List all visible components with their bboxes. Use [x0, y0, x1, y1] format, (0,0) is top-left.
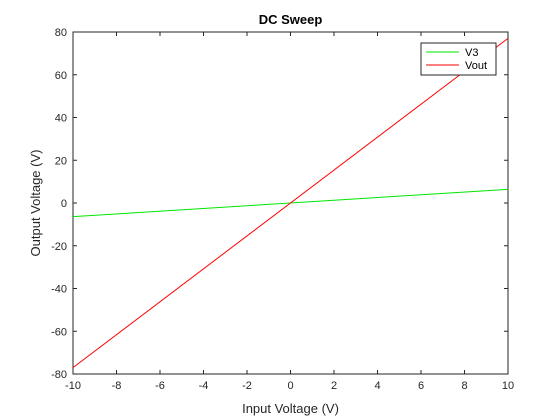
- x-tick-label: 10: [502, 380, 514, 392]
- y-tick-label: 60: [55, 70, 67, 82]
- y-tick-label: -80: [51, 369, 67, 381]
- x-axis-label: Input Voltage (V): [242, 401, 339, 416]
- y-tick-label: 40: [55, 113, 67, 125]
- y-tick-label: 0: [61, 198, 67, 210]
- x-tick-label: -8: [112, 380, 122, 392]
- legend-label-vout: Vout: [465, 60, 487, 72]
- legend-label-v3: V3: [465, 47, 478, 59]
- y-axis-label: Output Voltage (V): [28, 150, 43, 257]
- series-line-vout: [72, 38, 509, 368]
- y-tick-label: 80: [55, 27, 67, 39]
- x-tick-label: -2: [242, 380, 252, 392]
- y-tick-label: -20: [51, 241, 67, 253]
- x-tick-label: -4: [199, 380, 209, 392]
- x-tick-label: 8: [461, 380, 467, 392]
- x-tick-label: -6: [155, 380, 165, 392]
- x-tick-label: 4: [374, 380, 380, 392]
- x-tick-label: 0: [287, 380, 293, 392]
- x-tick-label: -10: [65, 380, 81, 392]
- x-tick-label: 2: [331, 380, 337, 392]
- legend-box: [420, 42, 497, 76]
- x-tick-label: 6: [418, 380, 424, 392]
- y-tick-label: -60: [51, 326, 67, 338]
- y-tick-label: -40: [51, 284, 67, 296]
- y-tick-label: 20: [55, 155, 67, 167]
- chart-title: DC Sweep: [259, 12, 323, 27]
- series-lines: [72, 38, 509, 368]
